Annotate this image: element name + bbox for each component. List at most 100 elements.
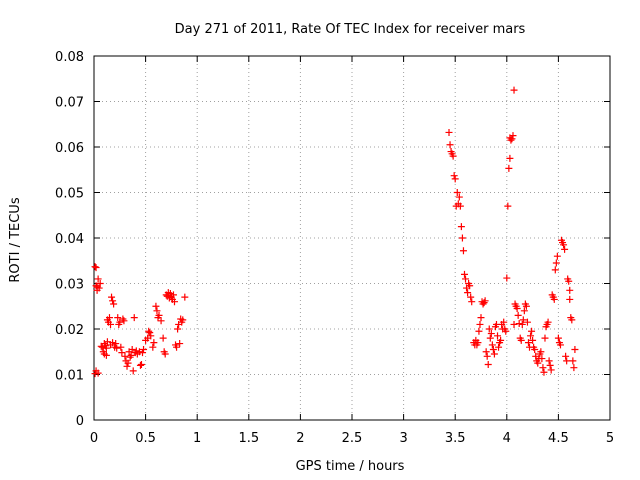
data-point bbox=[181, 293, 189, 301]
data-point bbox=[571, 345, 579, 353]
y-tick-label: 0.08 bbox=[55, 50, 84, 65]
data-point bbox=[489, 345, 497, 353]
data-point bbox=[502, 327, 510, 335]
data-point bbox=[547, 366, 555, 374]
data-point bbox=[157, 317, 165, 325]
data-point bbox=[566, 295, 574, 303]
data-point bbox=[459, 247, 467, 255]
data-point bbox=[518, 320, 526, 328]
data-point bbox=[137, 360, 145, 368]
x-tick-label: 2.5 bbox=[342, 431, 363, 446]
data-point bbox=[456, 202, 464, 210]
data-point bbox=[147, 332, 155, 340]
data-point bbox=[568, 316, 576, 324]
data-points bbox=[91, 86, 579, 378]
data-point bbox=[519, 316, 527, 324]
data-point bbox=[544, 318, 552, 326]
data-point bbox=[136, 361, 144, 369]
data-point bbox=[506, 154, 514, 162]
data-point bbox=[108, 293, 116, 301]
data-point bbox=[483, 352, 491, 360]
data-point bbox=[446, 141, 454, 149]
data-point bbox=[529, 336, 537, 344]
data-point bbox=[538, 355, 546, 363]
data-point bbox=[150, 339, 158, 347]
x-tick-label: 3 bbox=[399, 431, 407, 446]
data-point bbox=[94, 369, 102, 377]
data-point bbox=[179, 316, 187, 324]
data-point bbox=[510, 86, 518, 94]
data-point bbox=[566, 286, 574, 294]
data-point bbox=[159, 334, 167, 342]
data-point bbox=[176, 340, 184, 348]
data-point bbox=[485, 325, 493, 333]
grid bbox=[94, 56, 610, 420]
data-point bbox=[139, 349, 147, 357]
data-point bbox=[451, 175, 459, 183]
data-point bbox=[552, 259, 560, 267]
data-point bbox=[449, 152, 457, 160]
data-point bbox=[508, 135, 516, 143]
plot-frame bbox=[93, 55, 611, 421]
data-point bbox=[520, 307, 528, 315]
axis-ticks bbox=[93, 55, 611, 421]
data-point bbox=[531, 345, 539, 353]
data-point bbox=[476, 320, 484, 328]
data-point bbox=[510, 320, 518, 328]
y-tick-label: 0.03 bbox=[55, 278, 84, 293]
data-point bbox=[117, 343, 125, 351]
data-point bbox=[513, 305, 521, 313]
data-point bbox=[124, 359, 132, 367]
data-point bbox=[534, 359, 542, 367]
data-point bbox=[550, 295, 558, 303]
data-point bbox=[554, 334, 562, 342]
data-point bbox=[556, 341, 564, 349]
data-point bbox=[490, 350, 498, 358]
data-point bbox=[551, 266, 559, 274]
data-point bbox=[509, 132, 517, 140]
data-point bbox=[460, 270, 468, 278]
data-point bbox=[98, 343, 106, 351]
data-point bbox=[132, 347, 140, 355]
data-point bbox=[121, 352, 129, 360]
x-tick-label: 4 bbox=[503, 431, 511, 446]
data-point bbox=[466, 282, 474, 290]
data-point bbox=[455, 193, 463, 201]
data-point bbox=[110, 300, 118, 308]
data-point bbox=[562, 352, 570, 360]
data-point bbox=[487, 330, 495, 338]
data-point bbox=[91, 263, 99, 271]
data-point bbox=[561, 245, 569, 253]
data-point bbox=[103, 338, 111, 346]
data-point bbox=[96, 280, 104, 287]
data-point bbox=[174, 325, 182, 333]
data-point bbox=[504, 202, 512, 210]
x-tick-label: 5 bbox=[606, 431, 614, 446]
data-point bbox=[102, 351, 110, 359]
data-point bbox=[458, 234, 466, 242]
data-point bbox=[546, 361, 554, 369]
data-point bbox=[113, 344, 121, 352]
data-point bbox=[114, 314, 122, 322]
data-point bbox=[462, 275, 470, 283]
data-point bbox=[539, 364, 547, 372]
x-tick-label: 1.5 bbox=[238, 431, 259, 446]
data-point bbox=[527, 332, 535, 340]
data-point bbox=[522, 302, 530, 310]
data-point bbox=[153, 307, 161, 315]
data-point bbox=[537, 348, 545, 356]
data-point bbox=[486, 334, 494, 342]
data-point bbox=[453, 189, 461, 196]
data-point bbox=[169, 291, 177, 299]
data-point bbox=[475, 327, 483, 335]
y-tick-label: 0.07 bbox=[55, 96, 84, 111]
data-point bbox=[500, 318, 508, 326]
data-point bbox=[149, 343, 157, 351]
data-point bbox=[553, 252, 561, 260]
data-point bbox=[540, 368, 548, 376]
data-point bbox=[541, 334, 549, 342]
data-point bbox=[102, 344, 110, 352]
data-point bbox=[467, 293, 475, 301]
data-point bbox=[481, 297, 489, 305]
